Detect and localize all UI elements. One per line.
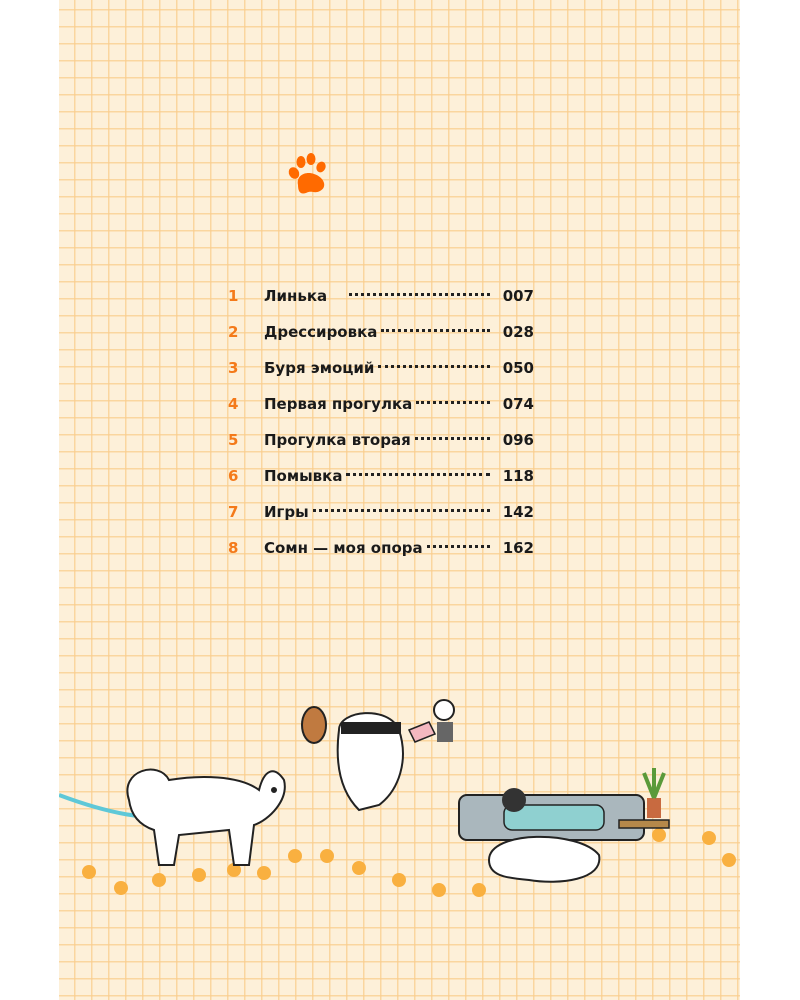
chapter-title: Помывка bbox=[264, 467, 343, 485]
leader-dots bbox=[349, 292, 490, 296]
page-number: 007 bbox=[502, 287, 534, 305]
leader-dots bbox=[416, 400, 490, 404]
page-number: 142 bbox=[502, 503, 534, 521]
chapter-number: 1 bbox=[228, 287, 239, 305]
page-number: 050 bbox=[502, 359, 534, 377]
masked-dog bbox=[301, 699, 455, 812]
toc-entry[interactable]: 7 Игры 142 bbox=[228, 494, 534, 530]
chapter-title: Первая прогулка bbox=[264, 395, 413, 413]
chapter-title: Дрессировка bbox=[264, 323, 378, 341]
chapter-number: 6 bbox=[228, 467, 239, 485]
toc-entry[interactable]: 3 Буря эмоций 050 bbox=[228, 350, 534, 386]
chapter-number: 3 bbox=[228, 359, 239, 377]
leader-dots bbox=[381, 328, 490, 332]
chapter-title: Игры bbox=[264, 503, 309, 521]
leader-dots bbox=[426, 544, 490, 548]
page-number: 028 bbox=[502, 323, 534, 341]
paw-trail bbox=[82, 828, 736, 897]
chapter-number: 8 bbox=[228, 539, 239, 557]
leader-dots bbox=[414, 436, 490, 440]
toc-entry[interactable]: 1 Линька 007 bbox=[228, 278, 534, 314]
chapter-number: 2 bbox=[228, 323, 239, 341]
chapter-title: Сомн — моя опора bbox=[264, 539, 423, 557]
dog-illustration bbox=[59, 699, 736, 897]
chapter-title: Линька bbox=[264, 287, 328, 305]
chapter-number: 5 bbox=[228, 431, 239, 449]
page-number: 096 bbox=[502, 431, 534, 449]
toc-entry[interactable]: 6 Помывка 118 bbox=[228, 458, 534, 494]
leader-dots bbox=[346, 472, 490, 476]
toc-entry[interactable]: 8 Сомн — моя опора 162 bbox=[228, 530, 534, 566]
page-number: 118 bbox=[502, 467, 534, 485]
leader-dots bbox=[378, 364, 490, 368]
chapter-title: Буря эмоций bbox=[264, 359, 375, 377]
page-number: 162 bbox=[502, 539, 534, 557]
toc-entry[interactable]: 4 Первая прогулка 074 bbox=[228, 386, 534, 422]
table-of-contents: 1 Линька 007 2 Дрессировка 028 3 Буря эмоций 0… bbox=[228, 278, 534, 566]
page-number: 074 bbox=[502, 395, 534, 413]
leader-dots bbox=[312, 508, 490, 512]
paw-print-icon bbox=[288, 153, 326, 194]
toc-entry[interactable]: 5 Прогулка вторая 096 bbox=[228, 422, 534, 458]
sleeping-scene bbox=[458, 768, 670, 883]
walking-dog bbox=[126, 768, 286, 866]
chapter-number: 7 bbox=[228, 503, 239, 521]
toc-entry[interactable]: 2 Дрессировка 028 bbox=[228, 314, 534, 350]
chapter-number: 4 bbox=[228, 395, 239, 413]
chapter-title: Прогулка вторая bbox=[264, 431, 411, 449]
